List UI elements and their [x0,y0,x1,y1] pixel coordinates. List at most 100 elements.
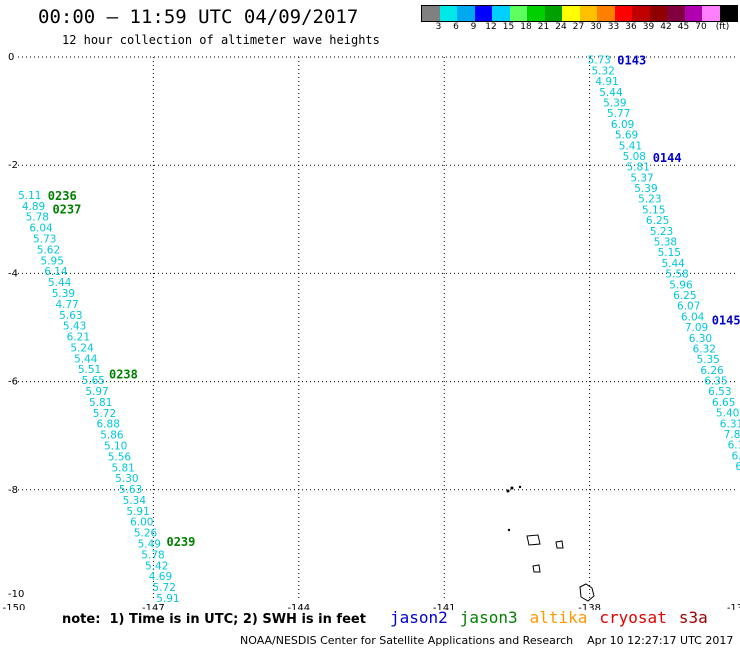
y-tick-label: -10 [8,589,24,600]
legend-label: 18 [520,22,532,32]
wave-height-value: 5.58 [665,269,688,281]
x-tick-label: -144 [287,603,310,610]
wave-height-value: 5.23 [638,194,661,206]
pass-time-label: 0238 [109,367,138,381]
wave-height-value: 4.89 [22,201,45,213]
wave-height-value: 5.97 [85,386,108,398]
wave-height-value: 6.19 [728,440,740,452]
footer-credits: NOAA/NESDIS Center for Satellite Applica… [240,634,734,647]
legend-swatch [544,6,562,21]
island-outline [555,540,564,549]
wave-height-value: 6.21 [67,332,90,344]
island-outline [526,534,541,546]
wave-height-value: 6.25 [646,215,669,227]
wave-height-value: 6.09 [611,119,634,131]
wave-height-value: 5.81 [89,397,112,409]
legend-swatch [684,6,702,21]
wave-height-value: 5.81 [626,162,649,174]
axis-tick-labels: -150 -147 -144 -141 -138 -13 0 -2 -4 -6 -8 -10 [3,52,740,610]
legend-label: 9 [470,22,477,32]
legend-label: 70 [695,22,707,32]
island-dot [507,528,511,532]
y-tick-label: -6 [8,377,18,388]
wave-height-value: 5.63 [119,484,142,496]
wave-height-value: 5.96 [669,279,693,291]
wave-height-value: 5.44 [661,258,685,270]
x-tick-label: -150 [3,603,26,610]
wave-height-value: 5.95 [41,255,64,267]
wave-height-value: 5.24 [70,342,94,354]
x-tick-label: -138 [578,603,601,610]
y-tick-label: 0 [8,52,14,63]
legend-label: 42 [660,22,672,32]
legend-label: 33 [607,22,620,32]
legend-label: 30 [590,22,602,32]
wave-height-map: -150 -147 -144 -141 -138 -13 0 -2 -4 -6 -8 -10 5.73… [3,52,740,610]
legend-swatch [719,6,737,21]
legend-swatch [457,6,475,21]
legend-swatch [562,6,580,21]
island-dot [510,486,514,490]
wave-height-value: 5.39 [634,183,657,195]
wave-height-value: 5.69 [615,130,638,142]
y-tick-label: -4 [8,268,18,279]
wave-height-value: 5.39 [52,288,75,300]
wave-height-value: 6.51 [735,461,740,473]
x-tick-label: -141 [433,603,456,610]
wave-height-value: 6.04 [29,223,53,235]
legend-swatch [667,6,685,21]
wave-height-value: 5.81 [111,462,134,474]
wave-height-value: 5.38 [654,237,677,249]
wave-height-value: 5.44 [74,353,98,365]
wave-height-value: 5.65 [82,375,105,387]
wave-height-value: 5.72 [93,408,116,420]
wave-height-value: 5.91 [156,593,179,605]
wave-height-value: 5.49 [138,539,161,551]
legend-swatch [422,6,440,21]
legend-label: 45 [677,22,690,32]
island-outline [579,583,595,602]
wave-height-value: 5.73 [588,55,611,67]
legend-label: 36 [625,22,637,32]
x-tick-label: -147 [142,603,165,610]
legend-swatch [579,6,597,21]
legend-label: 24 [555,22,567,32]
y-tick-label: -2 [8,160,18,171]
y-tick-label: -8 [8,485,18,496]
wave-height-value: 6.32 [693,343,716,355]
wave-height-value: 5.37 [630,172,653,184]
color-scale-legend [421,5,738,22]
legend-label: 39 [642,22,655,32]
wave-height-value: 6.04 [681,311,705,323]
island-dot [518,485,522,489]
wave-height-value: 5.41 [619,140,642,152]
pass-time-label: 0144 [653,151,682,165]
wave-height-value: 6.07 [677,301,700,313]
wave-height-value: 6.26 [700,365,724,377]
footer-note: note: 1) Time is in UTC; 2) SWH is in fe… [62,612,366,627]
wave-height-value: 5.44 [48,277,72,289]
altimeter-tracks: 5.735.324.915.445.395.776.095.695.415.08… [18,54,740,605]
legend-label: 12 [485,22,497,32]
wave-height-value: 5.40 [716,408,739,420]
wave-height-value: 6.00 [130,517,153,529]
x-tick-label: -13 [727,603,740,610]
wave-height-value: 5.73 [33,234,56,246]
wave-height-value: 6.30 [689,333,712,345]
mission-label: jason2 [390,608,448,627]
wave-height-value: 6.53 [708,386,731,398]
wave-height-value: 5.77 [607,108,630,120]
wave-height-value: 5.42 [145,560,168,572]
legend-label: 6 [453,22,459,32]
wave-height-value: 5.91 [126,506,149,518]
wave-height-value: 5.43 [63,321,86,333]
legend-swatch [474,6,492,21]
legend-swatch [614,6,632,21]
wave-height-value: 6.65 [712,397,735,409]
legend-label: 21 [537,22,550,32]
wave-height-value: 7.09 [685,322,708,334]
legend-label: (ft) [715,22,730,32]
legend-swatch [509,6,527,21]
wave-height-value: 5.30 [115,473,138,485]
color-scale-labels: 3 6 9 12 15 18 21 24 27 30 33 36 39 42 45 70 (ft) [421,22,740,34]
